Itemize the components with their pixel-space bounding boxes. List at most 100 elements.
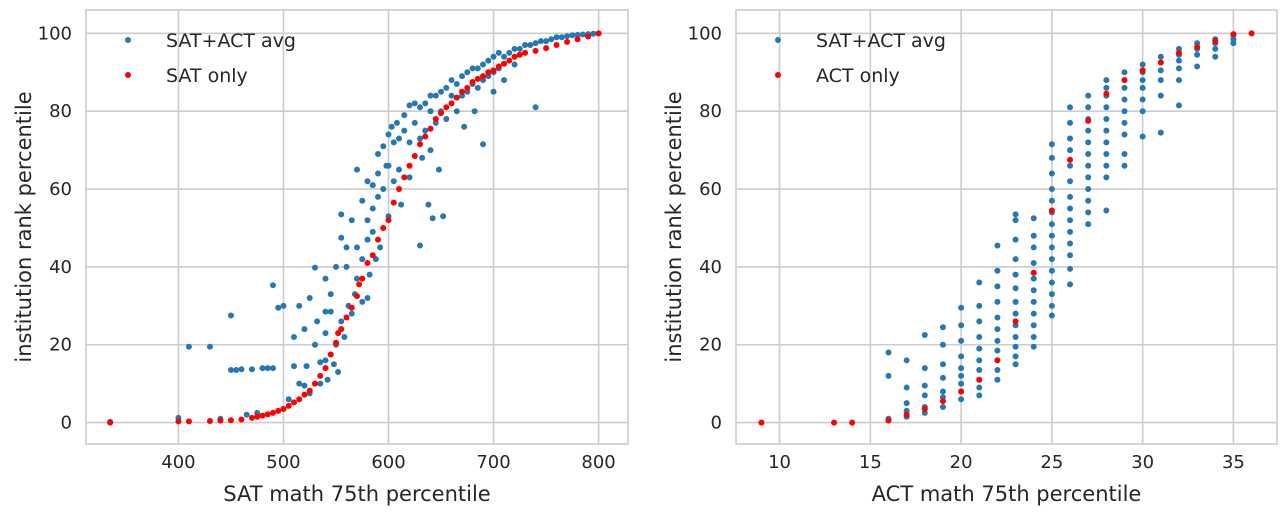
- data-point: [448, 100, 455, 107]
- data-point: [206, 343, 213, 350]
- data-point: [1048, 244, 1055, 251]
- data-point: [480, 141, 487, 148]
- data-point: [227, 312, 234, 319]
- data-point: [1139, 77, 1146, 84]
- data-point: [343, 244, 350, 251]
- data-point: [1030, 298, 1037, 305]
- legend-marker: [775, 37, 781, 43]
- data-point: [939, 398, 946, 405]
- plot-frame: [735, 9, 1278, 445]
- data-point: [921, 392, 928, 399]
- data-point: [469, 65, 476, 72]
- data-point: [1048, 197, 1055, 204]
- data-point: [1121, 96, 1128, 103]
- data-point: [1103, 84, 1110, 91]
- data-point: [1157, 77, 1164, 84]
- data-point: [501, 60, 508, 67]
- data-point: [1048, 312, 1055, 319]
- data-point: [994, 326, 1001, 333]
- data-point: [396, 166, 403, 173]
- data-point: [311, 380, 318, 387]
- data-point: [1121, 131, 1128, 138]
- data-point: [511, 53, 518, 60]
- data-point: [1121, 84, 1128, 91]
- data-point: [1139, 133, 1146, 140]
- data-point: [590, 30, 597, 37]
- data-point: [259, 412, 266, 419]
- data-point: [994, 357, 1001, 364]
- data-point: [348, 217, 355, 224]
- data-point: [574, 31, 581, 38]
- data-point: [1012, 285, 1019, 292]
- data-point: [1030, 333, 1037, 340]
- data-point: [958, 396, 965, 403]
- data-point: [994, 367, 1001, 374]
- data-point: [285, 396, 292, 403]
- data-point: [1067, 178, 1074, 185]
- data-point: [516, 51, 523, 58]
- legend-marker: [125, 72, 131, 78]
- data-point: [994, 314, 1001, 321]
- data-point: [506, 57, 513, 64]
- data-point: [290, 333, 297, 340]
- data-point: [1103, 174, 1110, 181]
- data-point: [994, 242, 1001, 249]
- data-point: [427, 125, 434, 132]
- data-point: [335, 368, 342, 375]
- data-point: [359, 298, 366, 305]
- data-point: [976, 279, 983, 286]
- data-point: [885, 417, 892, 424]
- data-point: [569, 32, 576, 39]
- data-point: [227, 417, 234, 424]
- data-point: [1030, 215, 1037, 222]
- data-point: [327, 351, 334, 358]
- data-point: [903, 411, 910, 418]
- data-point: [994, 283, 1001, 290]
- data-point: [427, 92, 434, 99]
- data-point: [495, 63, 502, 70]
- data-point: [348, 310, 355, 317]
- data-point: [485, 69, 492, 76]
- data-point: [443, 104, 450, 111]
- data-point: [322, 330, 329, 337]
- data-point: [849, 419, 856, 426]
- data-point: [474, 65, 481, 72]
- data-point: [1067, 205, 1074, 212]
- data-point: [921, 332, 928, 339]
- legend-label: SAT+ACT avg: [816, 30, 946, 52]
- data-point: [1212, 53, 1219, 60]
- data-point: [338, 326, 345, 333]
- data-point: [233, 367, 240, 374]
- data-point: [1121, 69, 1128, 76]
- y-tick-label: 60: [49, 179, 72, 200]
- data-point: [532, 47, 539, 54]
- data-point: [364, 295, 371, 302]
- data-point: [939, 374, 946, 381]
- data-point: [501, 53, 508, 60]
- data-point: [417, 141, 424, 148]
- data-point: [417, 242, 424, 249]
- data-point: [301, 326, 308, 333]
- y-tick-label: 0: [711, 413, 722, 434]
- data-point: [296, 380, 303, 387]
- data-point: [401, 127, 408, 134]
- data-point: [939, 361, 946, 368]
- data-point: [474, 84, 481, 91]
- data-point: [306, 387, 313, 394]
- data-point: [537, 38, 544, 45]
- data-point: [994, 376, 1001, 383]
- series-single: [758, 30, 1255, 426]
- data-point: [338, 234, 345, 241]
- data-point: [406, 162, 413, 169]
- data-point: [459, 73, 466, 80]
- data-point: [553, 34, 560, 41]
- series-combined: [107, 30, 602, 425]
- series-single: [107, 30, 602, 426]
- data-point: [1012, 310, 1019, 317]
- data-point: [1067, 252, 1074, 259]
- data-point: [994, 337, 1001, 344]
- data-point: [1103, 207, 1110, 214]
- data-point: [377, 244, 384, 251]
- data-point: [285, 402, 292, 409]
- x-tick-label: 600: [371, 452, 405, 473]
